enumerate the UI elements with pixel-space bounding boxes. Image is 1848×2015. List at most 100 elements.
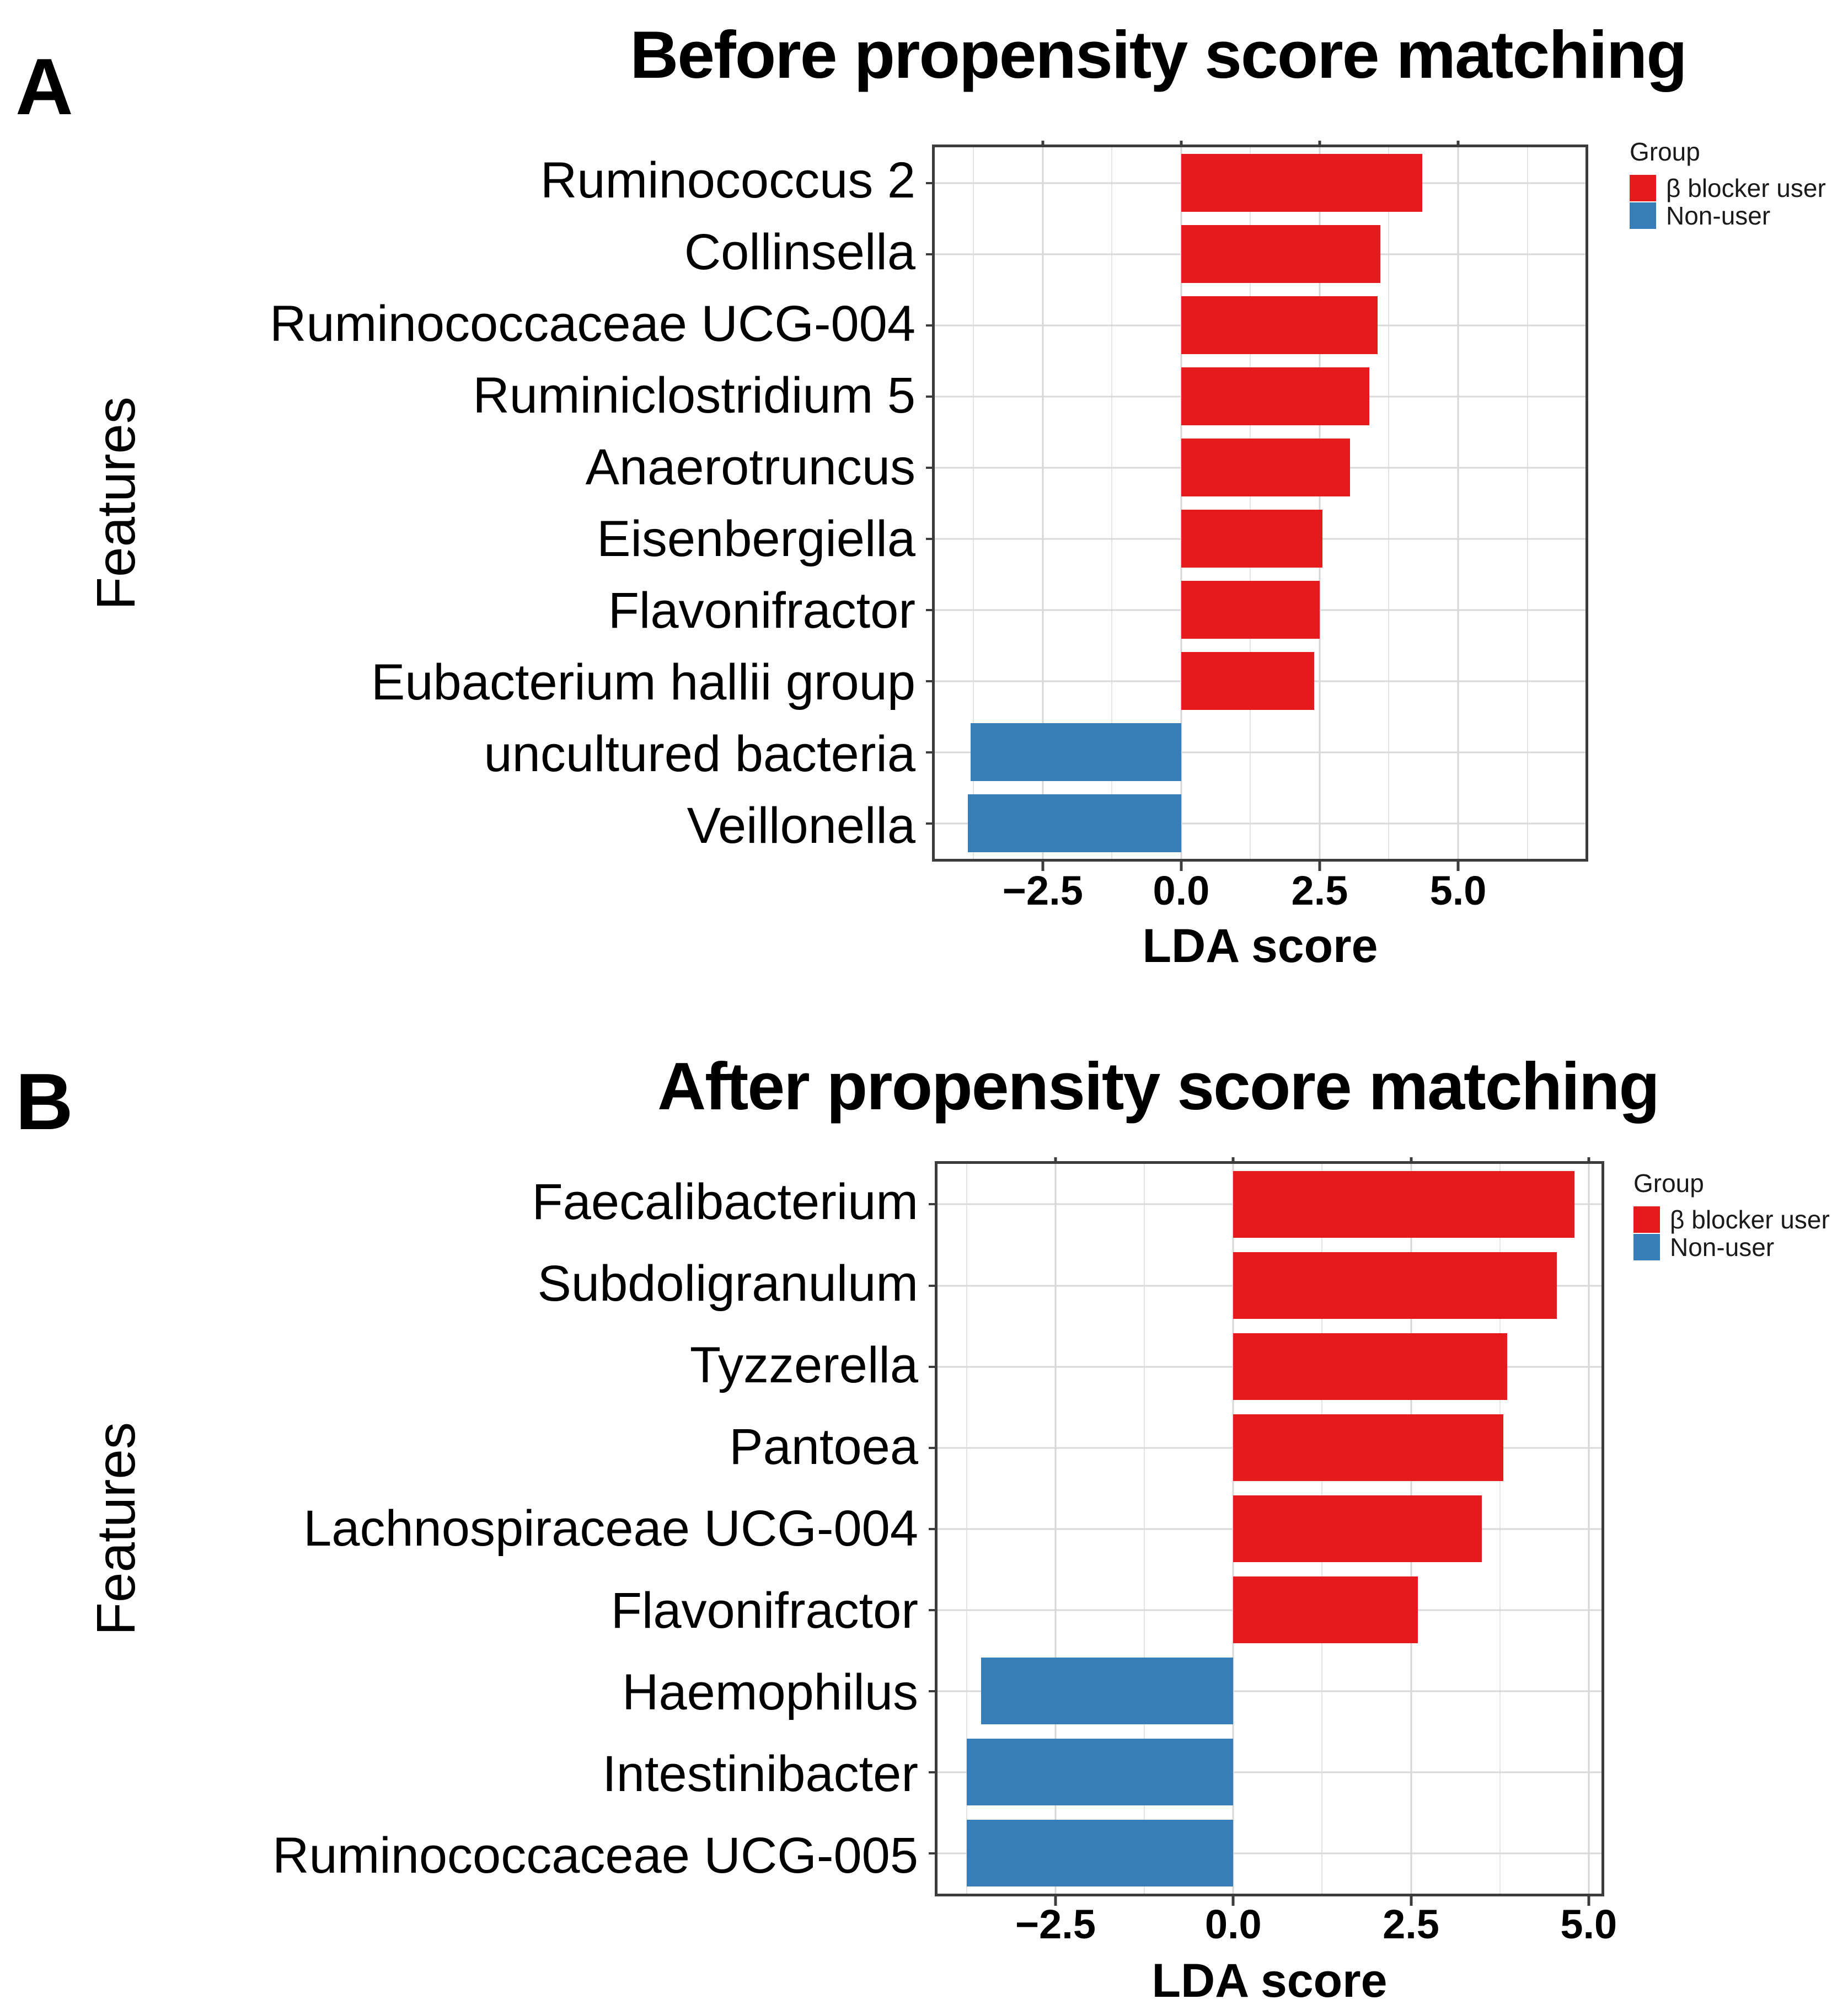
bar-ruminococcus-2 (1181, 153, 1422, 212)
category-gridline (935, 751, 1585, 753)
legend-item-label: Non-user (1670, 1233, 1775, 1262)
x-axis-tick (1587, 1894, 1590, 1906)
category-label-flavonifractor: Flavonifractor (608, 582, 915, 639)
y-axis-tick (926, 822, 935, 825)
panel-a-x-axis-label: LDA score (1142, 920, 1378, 972)
major-gridline (1319, 147, 1321, 859)
x-axis-tick-top (1041, 141, 1044, 147)
legend-item-label: Non-user (1666, 201, 1771, 230)
category-gridline (935, 822, 1585, 824)
legend-item-label: β blocker user (1666, 174, 1826, 202)
x-tick-label: 5.0 (1560, 1901, 1617, 1947)
panel-b-letter: B (15, 1057, 73, 1146)
category-label-collinsella: Collinsella (684, 224, 915, 280)
legend-item-beta-blocker-user: β blocker user (1630, 174, 1826, 202)
panel-b-category-labels: Faecalibacterium Subdoligranulum Tyzzerell… (182, 1161, 918, 1896)
legend-item-label: β blocker user (1670, 1205, 1830, 1234)
y-axis-tick (926, 537, 935, 540)
bar-ruminococcaceae-ucg-004 (1181, 296, 1378, 355)
bar-ruminiclostridium-5 (1181, 367, 1370, 426)
major-gridline (1457, 147, 1459, 859)
category-label-subdoligranulum: Subdoligranulum (537, 1255, 918, 1312)
non-user-swatch-icon (1633, 1234, 1660, 1260)
panel-b-x-axis-label: LDA score (1151, 1954, 1388, 2007)
bar-eisenbergiella (1181, 509, 1322, 568)
y-axis-tick (926, 751, 935, 753)
y-axis-tick (929, 1365, 938, 1368)
bar-lachnospiraceae-ucg-004 (1233, 1495, 1482, 1562)
minor-gridline (1388, 147, 1390, 859)
x-axis-tick-top (1456, 141, 1460, 147)
category-label-ruminiclostridium-5: Ruminiclostridium 5 (473, 367, 915, 424)
x-axis-tick-top (1410, 1157, 1413, 1164)
category-label-lachnospiraceae-ucg-004: Lachnospiraceae UCG-004 (303, 1500, 918, 1557)
category-label-tyzzerella: Tyzzerella (689, 1337, 918, 1394)
x-axis-tick (1054, 1894, 1057, 1906)
panel-a-x-tick-labels: −2.5 0.0 2.5 5.0 (935, 870, 1585, 931)
y-axis-tick (929, 1446, 938, 1449)
panel-a-letter: A (15, 42, 73, 131)
x-axis-tick-top (1318, 141, 1321, 147)
bar-eubacterium-hallii-group (1181, 651, 1314, 710)
x-tick-label: 0.0 (1153, 868, 1210, 913)
minor-gridline (1111, 147, 1113, 859)
x-tick-label: −2.5 (1002, 868, 1083, 913)
bar-veillonella (968, 794, 1181, 853)
category-label-flavonifractor: Flavonifractor (610, 1582, 918, 1639)
legend-item-non-user: Non-user (1630, 201, 1826, 230)
category-label-ruminococcus-2: Ruminococcus 2 (540, 152, 915, 209)
y-axis-tick (926, 395, 935, 398)
y-axis-tick (929, 1852, 938, 1854)
y-axis-tick (929, 1284, 938, 1287)
x-axis-tick (1041, 859, 1044, 871)
panel-b-title: After propensity score matching (657, 1049, 1660, 1124)
panel-b-plot-area (929, 1157, 1604, 1906)
panel-a-title: Before propensity score matching (630, 17, 1688, 92)
y-axis-tick (926, 253, 935, 255)
y-axis-tick (929, 1203, 938, 1206)
bar-haemophilus (981, 1658, 1234, 1724)
x-axis-tick-top (1231, 1157, 1235, 1164)
bar-ruminococcaceae-ucg-005 (966, 1820, 1234, 1886)
major-gridline (1042, 147, 1044, 859)
category-label-anaerotruncus: Anaerotruncus (585, 439, 915, 495)
x-axis-tick-top (1180, 141, 1183, 147)
category-label-uncultured-bacteria: uncultured bacteria (484, 726, 916, 782)
panel-a-category-labels: Ruminococcus 2 Collinsella Ruminococcaceae… (182, 145, 915, 862)
category-label-haemophilus: Haemophilus (622, 1664, 918, 1720)
minor-gridline (973, 147, 974, 859)
category-gridline (938, 1690, 1601, 1692)
bar-flavonifractor (1181, 580, 1320, 639)
y-axis-tick (926, 181, 935, 184)
bar-anaerotruncus (1181, 438, 1351, 497)
bar-tyzzerella (1233, 1333, 1507, 1400)
panel-a-legend: Group β blocker user Non-user (1630, 137, 1826, 230)
minor-gridline (1250, 147, 1251, 859)
bar-uncultured-bacteria (971, 723, 1181, 782)
panel-a-y-axis-label-text: Features (85, 396, 146, 610)
category-gridline (938, 1771, 1601, 1773)
x-tick-label: −2.5 (1015, 1901, 1096, 1947)
category-label-veillonella: Veillonella (687, 798, 915, 854)
x-axis-tick (1231, 1894, 1235, 1906)
legend-item-beta-blocker-user: β blocker user (1633, 1205, 1830, 1234)
x-tick-label: 5.0 (1429, 868, 1487, 913)
category-label-ruminococcaceae-ucg-004: Ruminococcaceae UCG-004 (270, 296, 915, 352)
y-axis-tick (929, 1527, 938, 1530)
x-tick-label: 0.0 (1204, 1901, 1262, 1947)
y-axis-tick (929, 1690, 938, 1692)
bar-collinsella (1181, 225, 1381, 284)
x-axis-tick (1456, 859, 1460, 871)
bar-flavonifractor (1233, 1576, 1418, 1643)
minor-gridline (1526, 147, 1528, 859)
category-label-intestinibacter: Intestinibacter (602, 1745, 918, 1802)
legend-item-non-user: Non-user (1633, 1233, 1830, 1262)
x-tick-label: 2.5 (1291, 868, 1348, 913)
y-axis-tick (929, 1608, 938, 1611)
y-axis-tick (926, 466, 935, 469)
panel-b-x-tick-labels: −2.5 0.0 2.5 5.0 (938, 1901, 1617, 1965)
panel-b-y-axis-label-text: Features (85, 1422, 146, 1635)
category-label-pantoea: Pantoea (729, 1419, 918, 1476)
panel-a-y-axis-label: Features (58, 145, 174, 862)
